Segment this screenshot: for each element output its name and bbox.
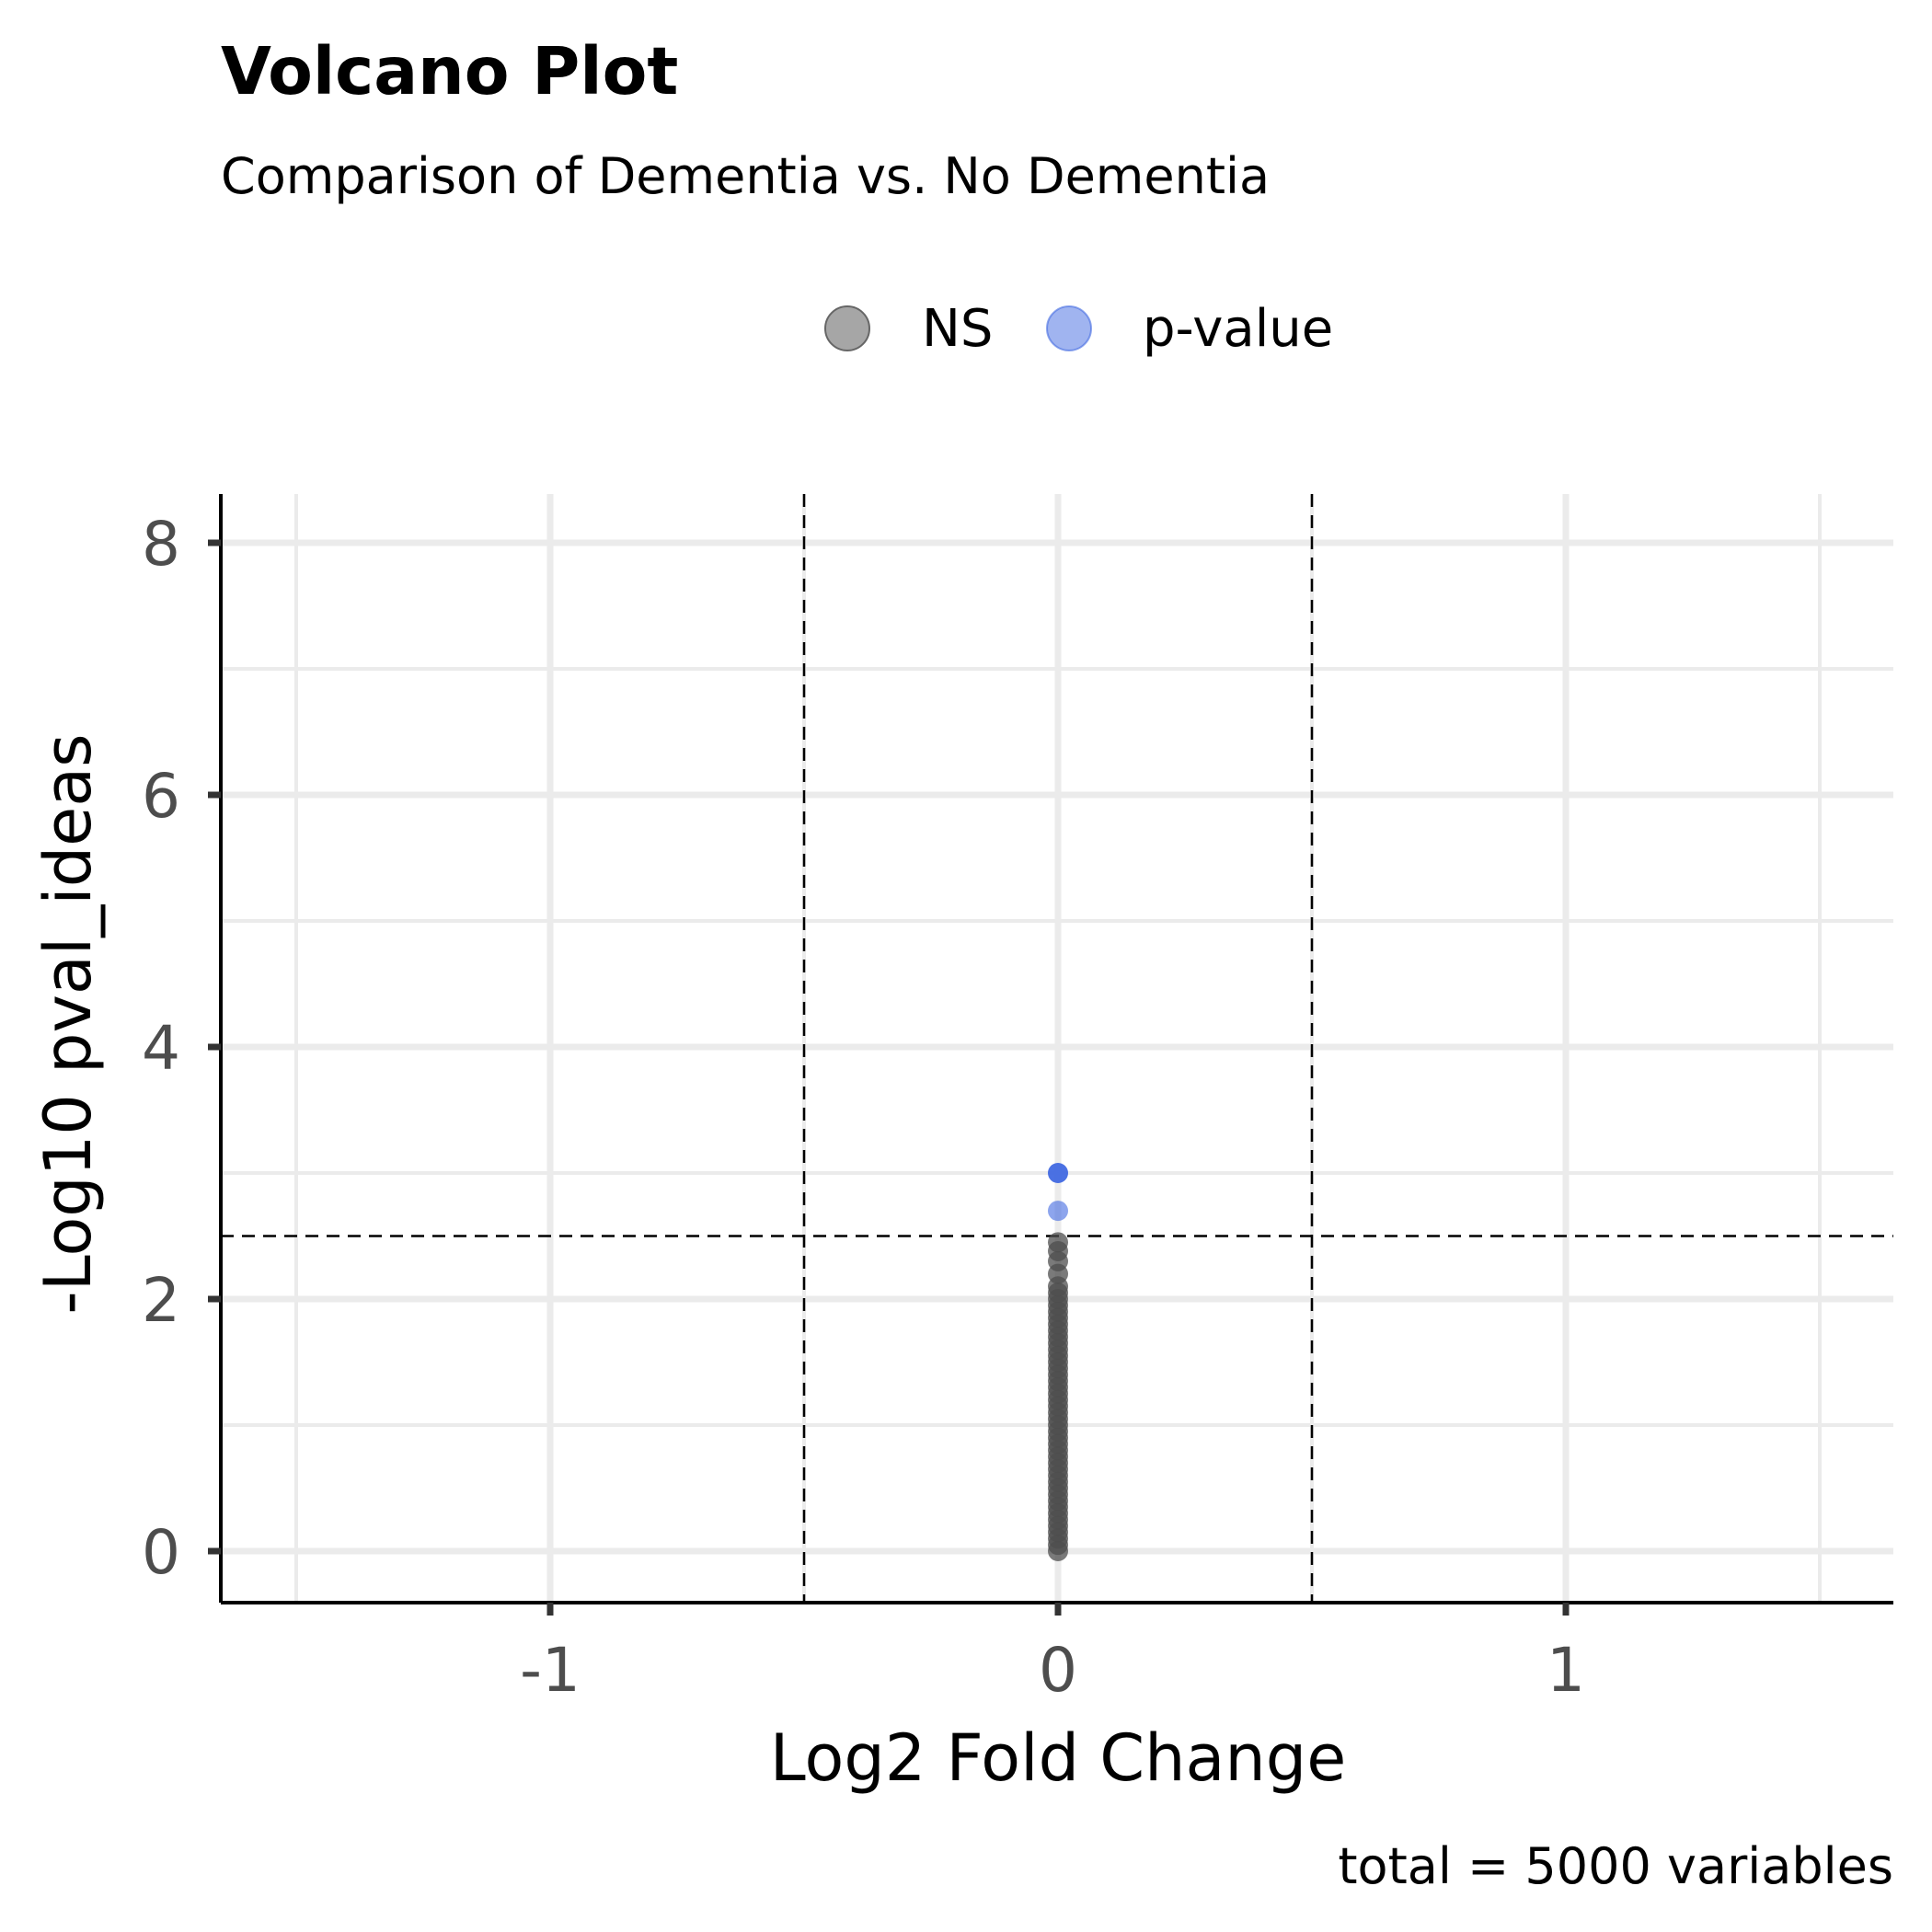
point-p-value-0 [1048, 1201, 1068, 1222]
legend-ns-label: NS [922, 299, 993, 359]
chart-caption: total = 5000 variables [1338, 1837, 1893, 1895]
point-p-value-1 [1048, 1163, 1068, 1183]
legend-pvalue-label: p-value [1143, 299, 1333, 359]
y-tick-label: 4 [142, 1013, 180, 1084]
chart-subtitle: Comparison of Dementia vs. No Dementia [221, 147, 1270, 205]
y-tick-label: 0 [142, 1517, 180, 1588]
point-ns-46 [1048, 1232, 1068, 1253]
x-axis-title: Log2 Fold Change [770, 1720, 1347, 1796]
x-tick-label: -1 [520, 1635, 581, 1706]
chart-title: Volcano Plot [221, 33, 678, 109]
ticks: -1 0 1 0 2 4 6 8 [142, 509, 1585, 1706]
y-tick-label: 6 [142, 761, 180, 832]
data-points [1048, 1163, 1068, 1561]
y-tick-label: 2 [142, 1265, 180, 1336]
y-axis-title: -Log10 pval_ideas [30, 733, 106, 1314]
x-tick-label: 0 [1039, 1635, 1077, 1706]
legend-pvalue-marker [1046, 305, 1092, 351]
legend: NS p-value [824, 299, 1333, 359]
y-tick-label: 8 [142, 509, 180, 580]
legend-ns-marker [824, 305, 870, 351]
x-tick-label: 1 [1547, 1635, 1585, 1706]
